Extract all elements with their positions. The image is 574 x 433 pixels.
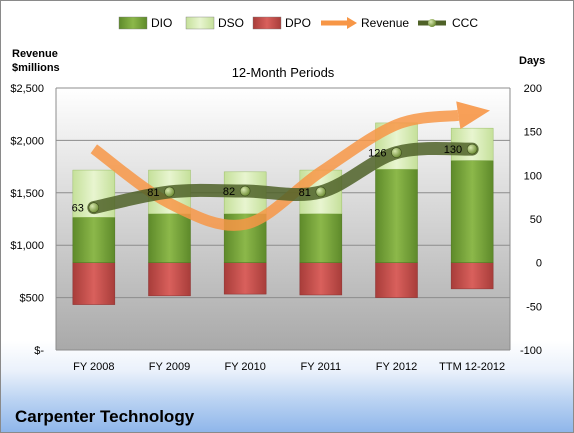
bar-dio	[450, 160, 494, 263]
ccc-point	[164, 186, 175, 198]
left-tick-label: $500	[20, 293, 44, 305]
right-tick-label: 200	[524, 83, 542, 95]
bar-dio	[72, 217, 116, 263]
legend-label: CCC	[452, 16, 478, 30]
legend-label: Revenue	[361, 16, 409, 30]
right-axis-label: Days	[519, 55, 545, 67]
bar-dpo	[375, 262, 418, 298]
bar-dpo	[148, 262, 191, 297]
bar-dpo	[299, 262, 343, 296]
legend-dot-ccc	[428, 19, 436, 27]
right-tick-label: 50	[530, 214, 542, 226]
bar-dpo	[223, 262, 267, 295]
chart-title: 12-Month Periods	[232, 65, 335, 80]
x-tick-label: FY 2010	[224, 361, 265, 373]
right-tick-label: -100	[520, 345, 542, 357]
x-tick-label: TTM 12-2012	[439, 361, 505, 373]
company-name: Carpenter Technology	[15, 407, 195, 426]
x-ticks: FY 2008 FY 2009 FY 2010 FY 2011 FY 2012 TTM 1…	[73, 361, 505, 373]
ccc-layer: 63 81 82 81 126 130	[72, 141, 479, 215]
right-ticks: -100 -50 0 50 100 150 200	[520, 83, 542, 357]
right-tick-label: 100	[524, 170, 542, 182]
plot-area	[56, 88, 510, 350]
left-tick-label: $1,000	[10, 240, 44, 252]
x-tick-label: FY 2011	[301, 361, 342, 373]
left-tick-label: $1,500	[10, 188, 44, 200]
ccc-point	[239, 185, 251, 197]
right-tick-label: 150	[524, 127, 542, 139]
x-tick-label: FY 2012	[376, 361, 417, 373]
left-tick-label: $2,500	[10, 83, 44, 95]
legend-arrowhead-revenue	[347, 17, 357, 29]
right-tick-label: 0	[536, 258, 542, 270]
legend: DIO DSO DPO Revenue CCC	[118, 16, 478, 30]
left-tick-label: $2,000	[10, 135, 44, 147]
x-tick-label: FY 2009	[149, 361, 190, 373]
ccc-data-label: 126	[368, 148, 386, 160]
bar-dpo	[450, 262, 494, 290]
left-ticks: $- $500 $1,000 $1,500 $2,000 $2,500	[10, 83, 44, 357]
ccc-point	[315, 186, 327, 198]
ccc-data-label: 130	[444, 144, 462, 156]
ccc-line	[87, 141, 479, 215]
legend-label: DPO	[285, 16, 311, 30]
ccc-point	[466, 143, 478, 155]
legend-swatch-dio	[118, 16, 148, 30]
right-tick-label: -50	[526, 301, 542, 313]
bar-dpo	[72, 262, 116, 305]
ccc-data-label: 82	[223, 186, 235, 198]
legend-swatch-dso	[185, 16, 215, 30]
legend-swatch-dpo	[252, 16, 282, 30]
bar-dio	[148, 213, 191, 263]
revenue-arrowhead	[456, 101, 490, 130]
left-axis-label-line2: $millions	[12, 62, 60, 74]
ccc-data-label: 63	[72, 203, 84, 215]
ccc-data-label: 81	[299, 187, 311, 199]
left-tick-label: $-	[34, 345, 44, 357]
legend-label: DIO	[151, 16, 172, 30]
ccc-point	[88, 202, 100, 213]
left-axis-label-line1: Revenue	[12, 48, 58, 60]
x-tick-label: FY 2008	[73, 361, 114, 373]
ccc-data-label: 81	[147, 187, 159, 199]
legend-label: DSO	[218, 16, 244, 30]
ccc-point	[391, 147, 402, 158]
bar-dio	[375, 168, 418, 263]
bar-dio	[299, 213, 343, 263]
